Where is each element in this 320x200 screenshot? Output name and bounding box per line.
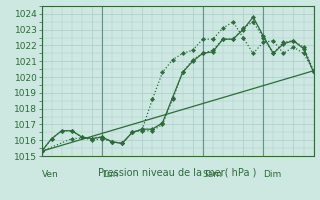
Text: Sam: Sam bbox=[203, 170, 223, 179]
X-axis label: Pression niveau de la mer( hPa ): Pression niveau de la mer( hPa ) bbox=[99, 167, 257, 177]
Text: Ven: Ven bbox=[42, 170, 58, 179]
Text: Lun: Lun bbox=[102, 170, 118, 179]
Text: Dim: Dim bbox=[263, 170, 282, 179]
